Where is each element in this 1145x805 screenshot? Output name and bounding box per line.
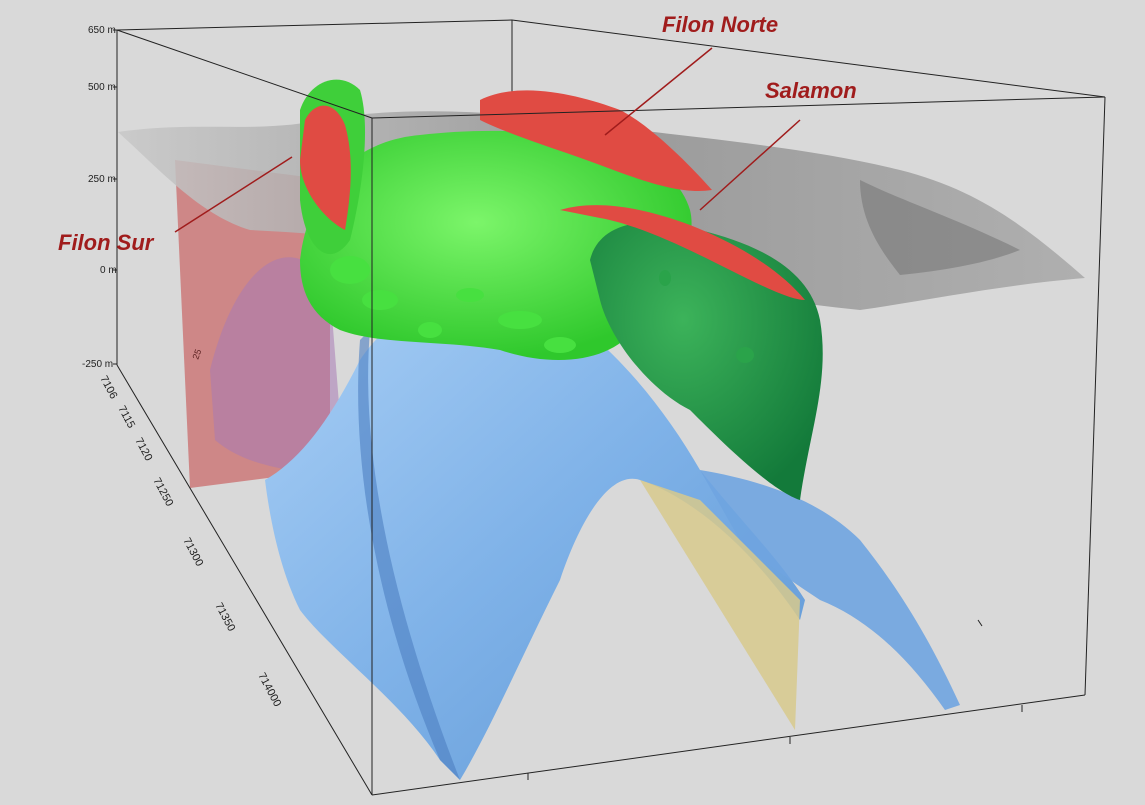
- red-vein-filon-sur: [300, 105, 351, 230]
- green-orebody-main: [300, 130, 692, 360]
- y-tick-5: 71350: [212, 601, 237, 634]
- fold-surface-right: [700, 470, 960, 710]
- y-tick-4: 71300: [180, 536, 205, 569]
- red-vein-filon-norte: [480, 90, 712, 191]
- red-vein-salamon: [560, 205, 805, 300]
- callout-filon-norte: Filon Norte: [662, 12, 778, 37]
- z-axis-labels: 650 m 500 m 250 m 0 m -250 m: [82, 25, 117, 370]
- y-tick-1: 7115: [115, 404, 137, 431]
- z-ticks: [113, 29, 117, 365]
- topography-shading: [860, 180, 1020, 275]
- y-tick-2: 7120: [132, 436, 154, 463]
- z-tick-0: 0 m: [100, 265, 117, 276]
- green-dark-blobs: [659, 270, 754, 363]
- yellow-plane: [640, 480, 800, 730]
- z-tick-650: 650 m: [88, 25, 116, 36]
- purple-surface: [210, 257, 345, 480]
- x-ticks: [527, 619, 1023, 780]
- green-orebody-dark: [590, 222, 823, 500]
- bounding-box-back: [116, 19, 1106, 365]
- y-tick-6: 714000: [255, 671, 283, 709]
- z-tick-minus-250: -250 m: [82, 359, 113, 370]
- y-tick-0: 7106: [97, 374, 119, 401]
- fold-ridge-shadow: [358, 330, 460, 780]
- y-tick-3: 71250: [150, 476, 175, 509]
- z-tick-250: 250 m: [88, 174, 116, 185]
- callout-salamon: Salamon: [765, 78, 857, 103]
- callout-leaders: [174, 47, 801, 233]
- fold-surface: [265, 292, 805, 780]
- z-tick-500: 500 m: [88, 82, 116, 93]
- section-label: 25: [190, 348, 203, 361]
- green-fragments: [330, 256, 576, 353]
- callout-filon-sur: Filon Sur: [58, 230, 155, 255]
- bounding-box-front: [116, 29, 1106, 796]
